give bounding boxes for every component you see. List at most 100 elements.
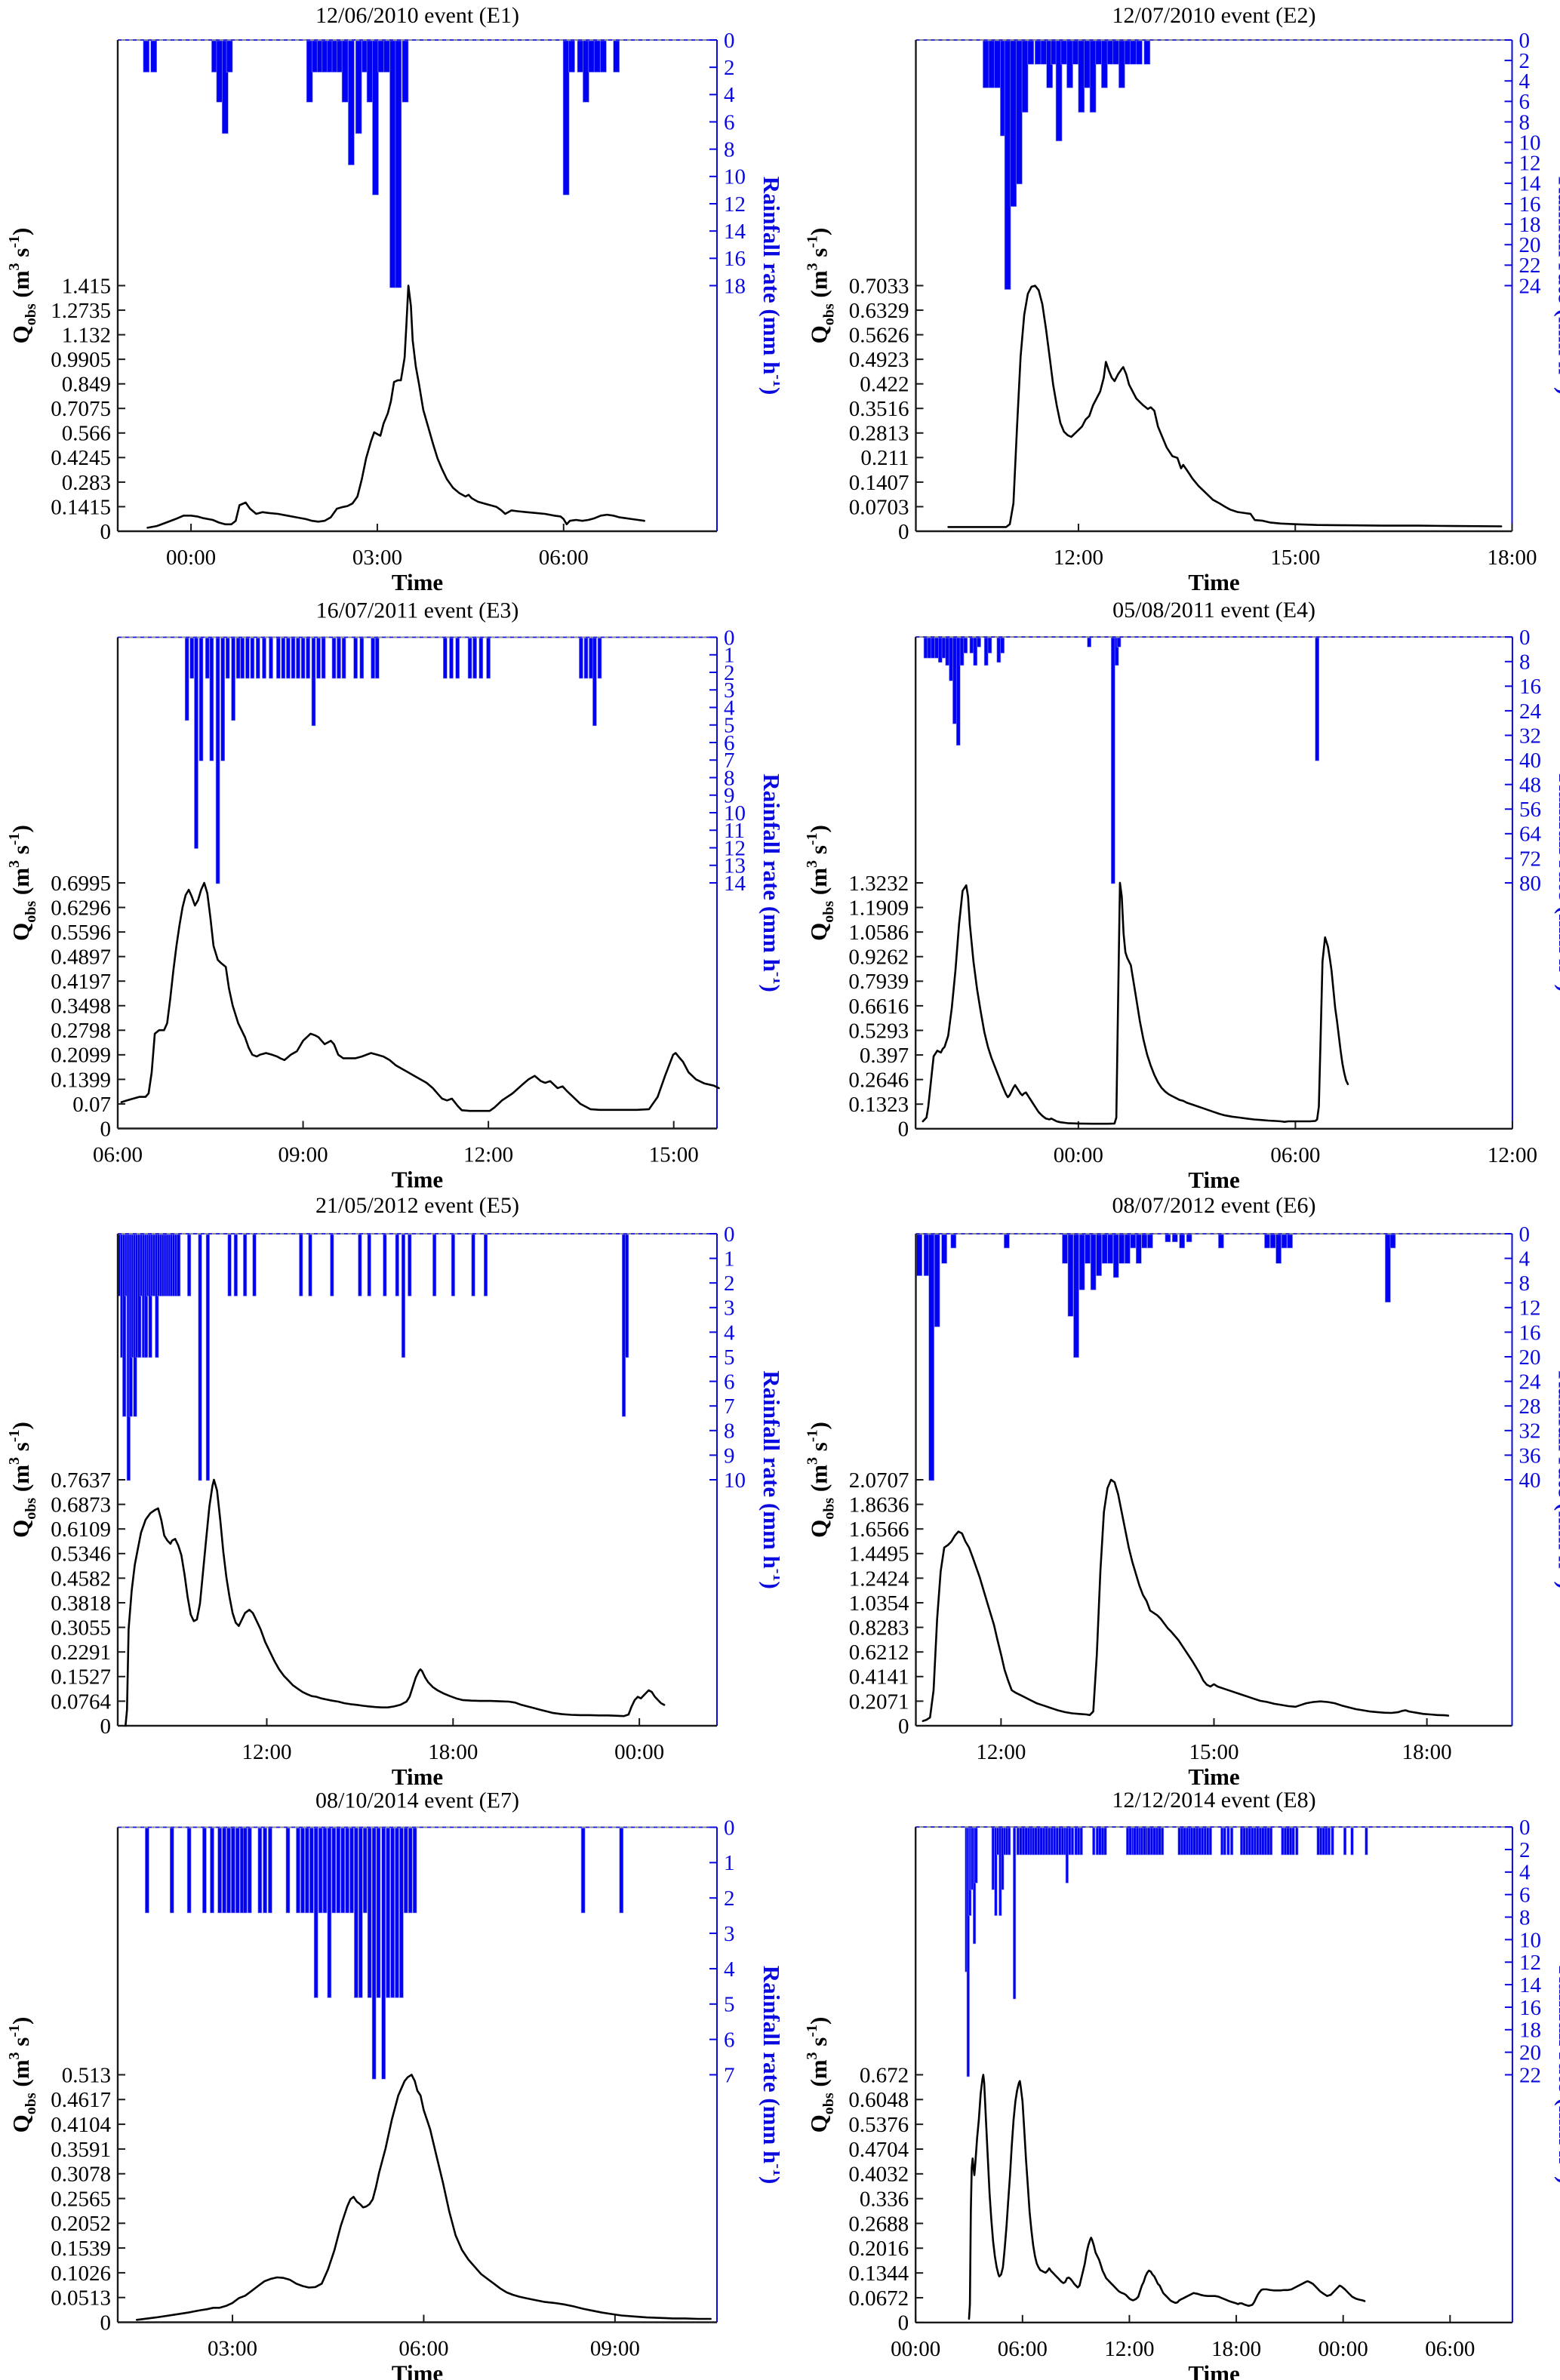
rain-bar bbox=[1027, 1827, 1031, 1856]
q-tick-label: 0.1399 bbox=[51, 1068, 111, 1092]
q-tick-label: 0.3498 bbox=[51, 995, 111, 1019]
rain-tick-label: 8 bbox=[724, 1419, 735, 1444]
rain-bar bbox=[934, 1234, 940, 1327]
rain-bar bbox=[1226, 1827, 1230, 1856]
rain-tick-label: 8 bbox=[724, 766, 735, 790]
rain-bar bbox=[1042, 1827, 1046, 1856]
q-tick-label: 0.336 bbox=[860, 2188, 909, 2212]
x-tick-label: 00:00 bbox=[614, 1740, 664, 1764]
x-tick-label: 03:00 bbox=[208, 2337, 257, 2361]
rain-bar bbox=[1208, 1827, 1212, 1856]
rain-bar bbox=[390, 1828, 395, 1998]
panel-title: 12/06/2010 event (E1) bbox=[315, 3, 519, 28]
rain-bar bbox=[589, 638, 593, 679]
rain-bar bbox=[1128, 1827, 1132, 1856]
rain-bar bbox=[189, 638, 194, 679]
rain-bar bbox=[593, 40, 601, 72]
q-tick-label: 1.415 bbox=[62, 274, 111, 298]
rain-bar bbox=[625, 1234, 629, 1358]
q-tick-label: 0.5596 bbox=[51, 921, 111, 945]
rain-tick-label: 7 bbox=[724, 2063, 735, 2087]
rain-bar bbox=[222, 1828, 226, 1914]
q-tick-label: 1.0586 bbox=[848, 921, 909, 945]
rain-tick-label: 8 bbox=[1519, 650, 1531, 675]
rain-tick-label: 12 bbox=[1519, 1296, 1541, 1321]
q-tick-label: 0.9262 bbox=[848, 946, 909, 970]
y-axis-title-left: Qobs (m3 s-1) bbox=[6, 228, 39, 344]
rain-bar bbox=[1143, 40, 1151, 65]
rain-tick-label: 0 bbox=[1519, 626, 1531, 650]
rain-bar bbox=[296, 638, 300, 679]
rain-bar bbox=[198, 1234, 202, 1481]
rain-bar bbox=[225, 638, 230, 679]
y-axis-title-left: Qobs (m3 s-1) bbox=[805, 1422, 838, 1538]
event-panel-E1: 12/06/2010 event (E1) 1.415 1.2735 1.132 0.9… bbox=[0, 0, 780, 595]
rain-bar bbox=[1319, 1827, 1323, 1856]
rain-bar bbox=[372, 40, 379, 195]
rain-bar bbox=[216, 40, 223, 103]
q-tick-label: 0.4141 bbox=[849, 1665, 909, 1690]
q-tick-label: 2.0707 bbox=[849, 1468, 909, 1493]
rain-tick-label: 18 bbox=[724, 274, 746, 298]
rain-bar bbox=[296, 1828, 300, 1914]
rain-bar bbox=[367, 1234, 371, 1296]
rain-tick-label: 48 bbox=[1519, 773, 1541, 798]
rain-bar bbox=[1203, 1827, 1207, 1856]
q-tick-label: 0.1344 bbox=[848, 2262, 909, 2286]
rain-tick-label: 12 bbox=[1519, 1951, 1541, 1975]
rain-tick-label: 9 bbox=[724, 784, 735, 808]
rain-bar bbox=[386, 1828, 390, 1998]
rain-bar bbox=[996, 637, 1002, 663]
rain-bar bbox=[337, 638, 341, 679]
rain-bar bbox=[923, 637, 928, 659]
rain-bar bbox=[471, 1234, 475, 1296]
q-tick-label: 0.4582 bbox=[51, 1567, 111, 1591]
x-axis-title: Time bbox=[1188, 2360, 1239, 2380]
panel-title: 21/05/2012 event (E5) bbox=[315, 1193, 519, 1218]
rain-tick-label: 5 bbox=[724, 1345, 735, 1370]
rain-bar bbox=[577, 40, 584, 72]
rain-bar bbox=[1004, 40, 1011, 290]
rain-bar bbox=[184, 638, 189, 721]
rain-bar bbox=[255, 638, 260, 679]
q-tick-label: 0.6329 bbox=[849, 299, 909, 323]
rain-tick-label: 56 bbox=[1519, 798, 1541, 822]
rain-bar bbox=[395, 1828, 399, 1998]
rain-bar bbox=[916, 1234, 922, 1276]
rain-bar bbox=[1060, 1827, 1064, 1856]
rain-bar bbox=[1101, 40, 1108, 88]
x-tick-label: 18:00 bbox=[1211, 2337, 1261, 2361]
rain-bar bbox=[1248, 1827, 1251, 1856]
q-tick-label: 0.6616 bbox=[848, 995, 909, 1019]
rain-bar bbox=[1155, 1827, 1159, 1856]
x-tick-label: 12:00 bbox=[463, 1143, 513, 1167]
rain-bar bbox=[395, 40, 402, 288]
rain-bar bbox=[1101, 1827, 1105, 1856]
rain-bar bbox=[1240, 1827, 1244, 1856]
y-axis-title-right: Rainfall rate (mm h-1) bbox=[1554, 773, 1560, 992]
x-tick-label: 00:00 bbox=[1318, 2337, 1368, 2361]
rain-bar bbox=[367, 1828, 372, 1998]
x-tick-label: 09:00 bbox=[278, 1143, 328, 1167]
rain-bar bbox=[1010, 40, 1017, 207]
rain-bar bbox=[358, 1828, 363, 1998]
rain-bar bbox=[1258, 1827, 1263, 1856]
rain-bar bbox=[341, 40, 349, 103]
rain-tick-label: 11 bbox=[724, 819, 745, 843]
rain-bar bbox=[1124, 40, 1131, 65]
chart-E3: 16/07/2011 event (E3)0.69950.62960.55960… bbox=[0, 595, 780, 1190]
rain-bar bbox=[963, 637, 968, 653]
rain-bar bbox=[562, 40, 570, 195]
rain-bar bbox=[1053, 1827, 1057, 1856]
rain-tick-label: 36 bbox=[1519, 1444, 1541, 1468]
q-tick-label: 0.3516 bbox=[849, 397, 909, 421]
rain-tick-label: 32 bbox=[1519, 1419, 1541, 1444]
x-tick-label: 12:00 bbox=[1488, 1143, 1537, 1167]
q-tick-label: 0 bbox=[100, 2311, 112, 2335]
rain-tick-label: 0 bbox=[724, 1222, 735, 1247]
rain-bar bbox=[1327, 1827, 1331, 1856]
rain-bar bbox=[362, 1828, 368, 1914]
rain-bar bbox=[1245, 1827, 1249, 1856]
q-tick-label: 0.672 bbox=[860, 2063, 909, 2087]
